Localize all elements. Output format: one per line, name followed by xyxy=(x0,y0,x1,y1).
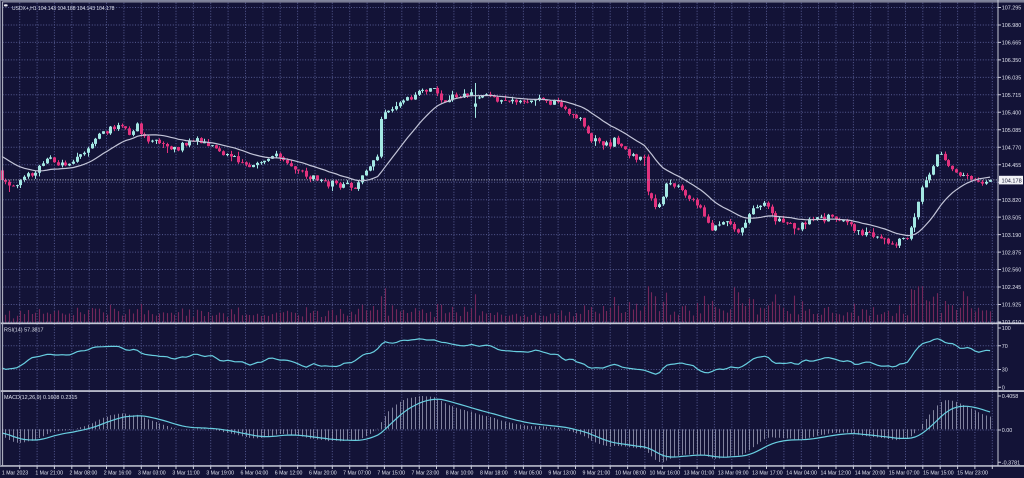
svg-text:106.035: 106.035 xyxy=(1002,76,1022,82)
svg-text:13 Mar 01:00: 13 Mar 01:00 xyxy=(684,470,715,476)
svg-text:10 Mar 08:00: 10 Mar 08:00 xyxy=(615,470,646,476)
svg-text:30: 30 xyxy=(1002,368,1008,374)
svg-text:0.4058: 0.4058 xyxy=(1002,394,1019,400)
svg-text:7 Mar 07:00: 7 Mar 07:00 xyxy=(343,470,371,476)
svg-text:6 Mar 12:00: 6 Mar 12:00 xyxy=(275,470,303,476)
svg-text:14 Mar 04:00: 14 Mar 04:00 xyxy=(786,470,817,476)
svg-text:102.245: 102.245 xyxy=(1002,285,1022,291)
svg-text:9 Mar 21:00: 9 Mar 21:00 xyxy=(583,470,611,476)
svg-text:106.665: 106.665 xyxy=(1002,41,1022,47)
svg-text:0: 0 xyxy=(1002,386,1005,392)
svg-text:RSI(14) 57.3817: RSI(14) 57.3817 xyxy=(4,328,44,334)
svg-text:3 Mar 03:00: 3 Mar 03:00 xyxy=(138,470,166,476)
svg-text:7 Mar 15:00: 7 Mar 15:00 xyxy=(377,470,405,476)
svg-text:1 Mar 2023: 1 Mar 2023 xyxy=(2,470,28,476)
svg-text:8 Mar 18:00: 8 Mar 18:00 xyxy=(480,470,508,476)
svg-text:104.455: 104.455 xyxy=(1002,163,1022,169)
svg-text:103.820: 103.820 xyxy=(1002,198,1022,204)
svg-text:0.00: 0.00 xyxy=(1002,428,1013,434)
svg-text:15 Mar 07:00: 15 Mar 07:00 xyxy=(889,470,920,476)
svg-text:3 Mar 19:00: 3 Mar 19:00 xyxy=(206,470,234,476)
svg-text:14 Mar 12:00: 14 Mar 12:00 xyxy=(821,470,852,476)
svg-text:106.350: 106.350 xyxy=(1002,58,1022,64)
svg-text:9 Mar 13:00: 9 Mar 13:00 xyxy=(548,470,576,476)
svg-text:13 Mar 09:00: 13 Mar 09:00 xyxy=(718,470,749,476)
svg-text:13 Mar 17:00: 13 Mar 17:00 xyxy=(752,470,783,476)
svg-text:14 Mar 20:00: 14 Mar 20:00 xyxy=(855,470,886,476)
svg-text:MACD(12,26,9) 0.1608 0.2315: MACD(12,26,9) 0.1608 0.2315 xyxy=(4,395,77,401)
svg-text:6 Mar 20:00: 6 Mar 20:00 xyxy=(309,470,337,476)
svg-text:10 Mar 16:00: 10 Mar 16:00 xyxy=(650,470,681,476)
svg-text:9 Mar 05:00: 9 Mar 05:00 xyxy=(514,470,542,476)
svg-text:100: 100 xyxy=(1002,326,1011,332)
svg-text:105.400: 105.400 xyxy=(1002,111,1022,117)
svg-text:2 Mar 16:00: 2 Mar 16:00 xyxy=(104,470,132,476)
svg-text:101.925: 101.925 xyxy=(1002,303,1022,309)
svg-text:105.085: 105.085 xyxy=(1002,128,1022,134)
svg-text:2 Mar 08:00: 2 Mar 08:00 xyxy=(70,470,98,476)
svg-text:15 Mar 23:00: 15 Mar 23:00 xyxy=(957,470,988,476)
svg-text:3 Mar 11:00: 3 Mar 11:00 xyxy=(172,470,199,476)
svg-text:105.715: 105.715 xyxy=(1002,93,1022,99)
svg-text:7 Mar 23:00: 7 Mar 23:00 xyxy=(412,470,440,476)
svg-text:106.980: 106.980 xyxy=(1002,23,1022,29)
svg-text:-0.3781: -0.3781 xyxy=(1002,461,1020,467)
svg-text:103.190: 103.190 xyxy=(1002,233,1022,239)
svg-text:8 Mar 10:00: 8 Mar 10:00 xyxy=(446,470,474,476)
svg-text:104.770: 104.770 xyxy=(1002,146,1022,152)
svg-text:104.178: 104.178 xyxy=(1002,178,1022,184)
svg-text:107.295: 107.295 xyxy=(1002,6,1022,12)
svg-text:101.610: 101.610 xyxy=(1002,320,1022,326)
svg-text:1 Mar 21:00: 1 Mar 21:00 xyxy=(35,470,63,476)
svg-text:103.505: 103.505 xyxy=(1002,215,1022,221)
svg-text:70: 70 xyxy=(1002,344,1008,350)
svg-text:102.875: 102.875 xyxy=(1002,250,1022,256)
svg-text:102.560: 102.560 xyxy=(1002,268,1022,274)
svg-text:6 Mar 04:00: 6 Mar 04:00 xyxy=(241,470,269,476)
svg-text:USDX+,H1 104.143 104.188 104.1: USDX+,H1 104.143 104.188 104.143 104.178 xyxy=(12,6,115,12)
svg-text:15 Mar 15:00: 15 Mar 15:00 xyxy=(923,470,954,476)
